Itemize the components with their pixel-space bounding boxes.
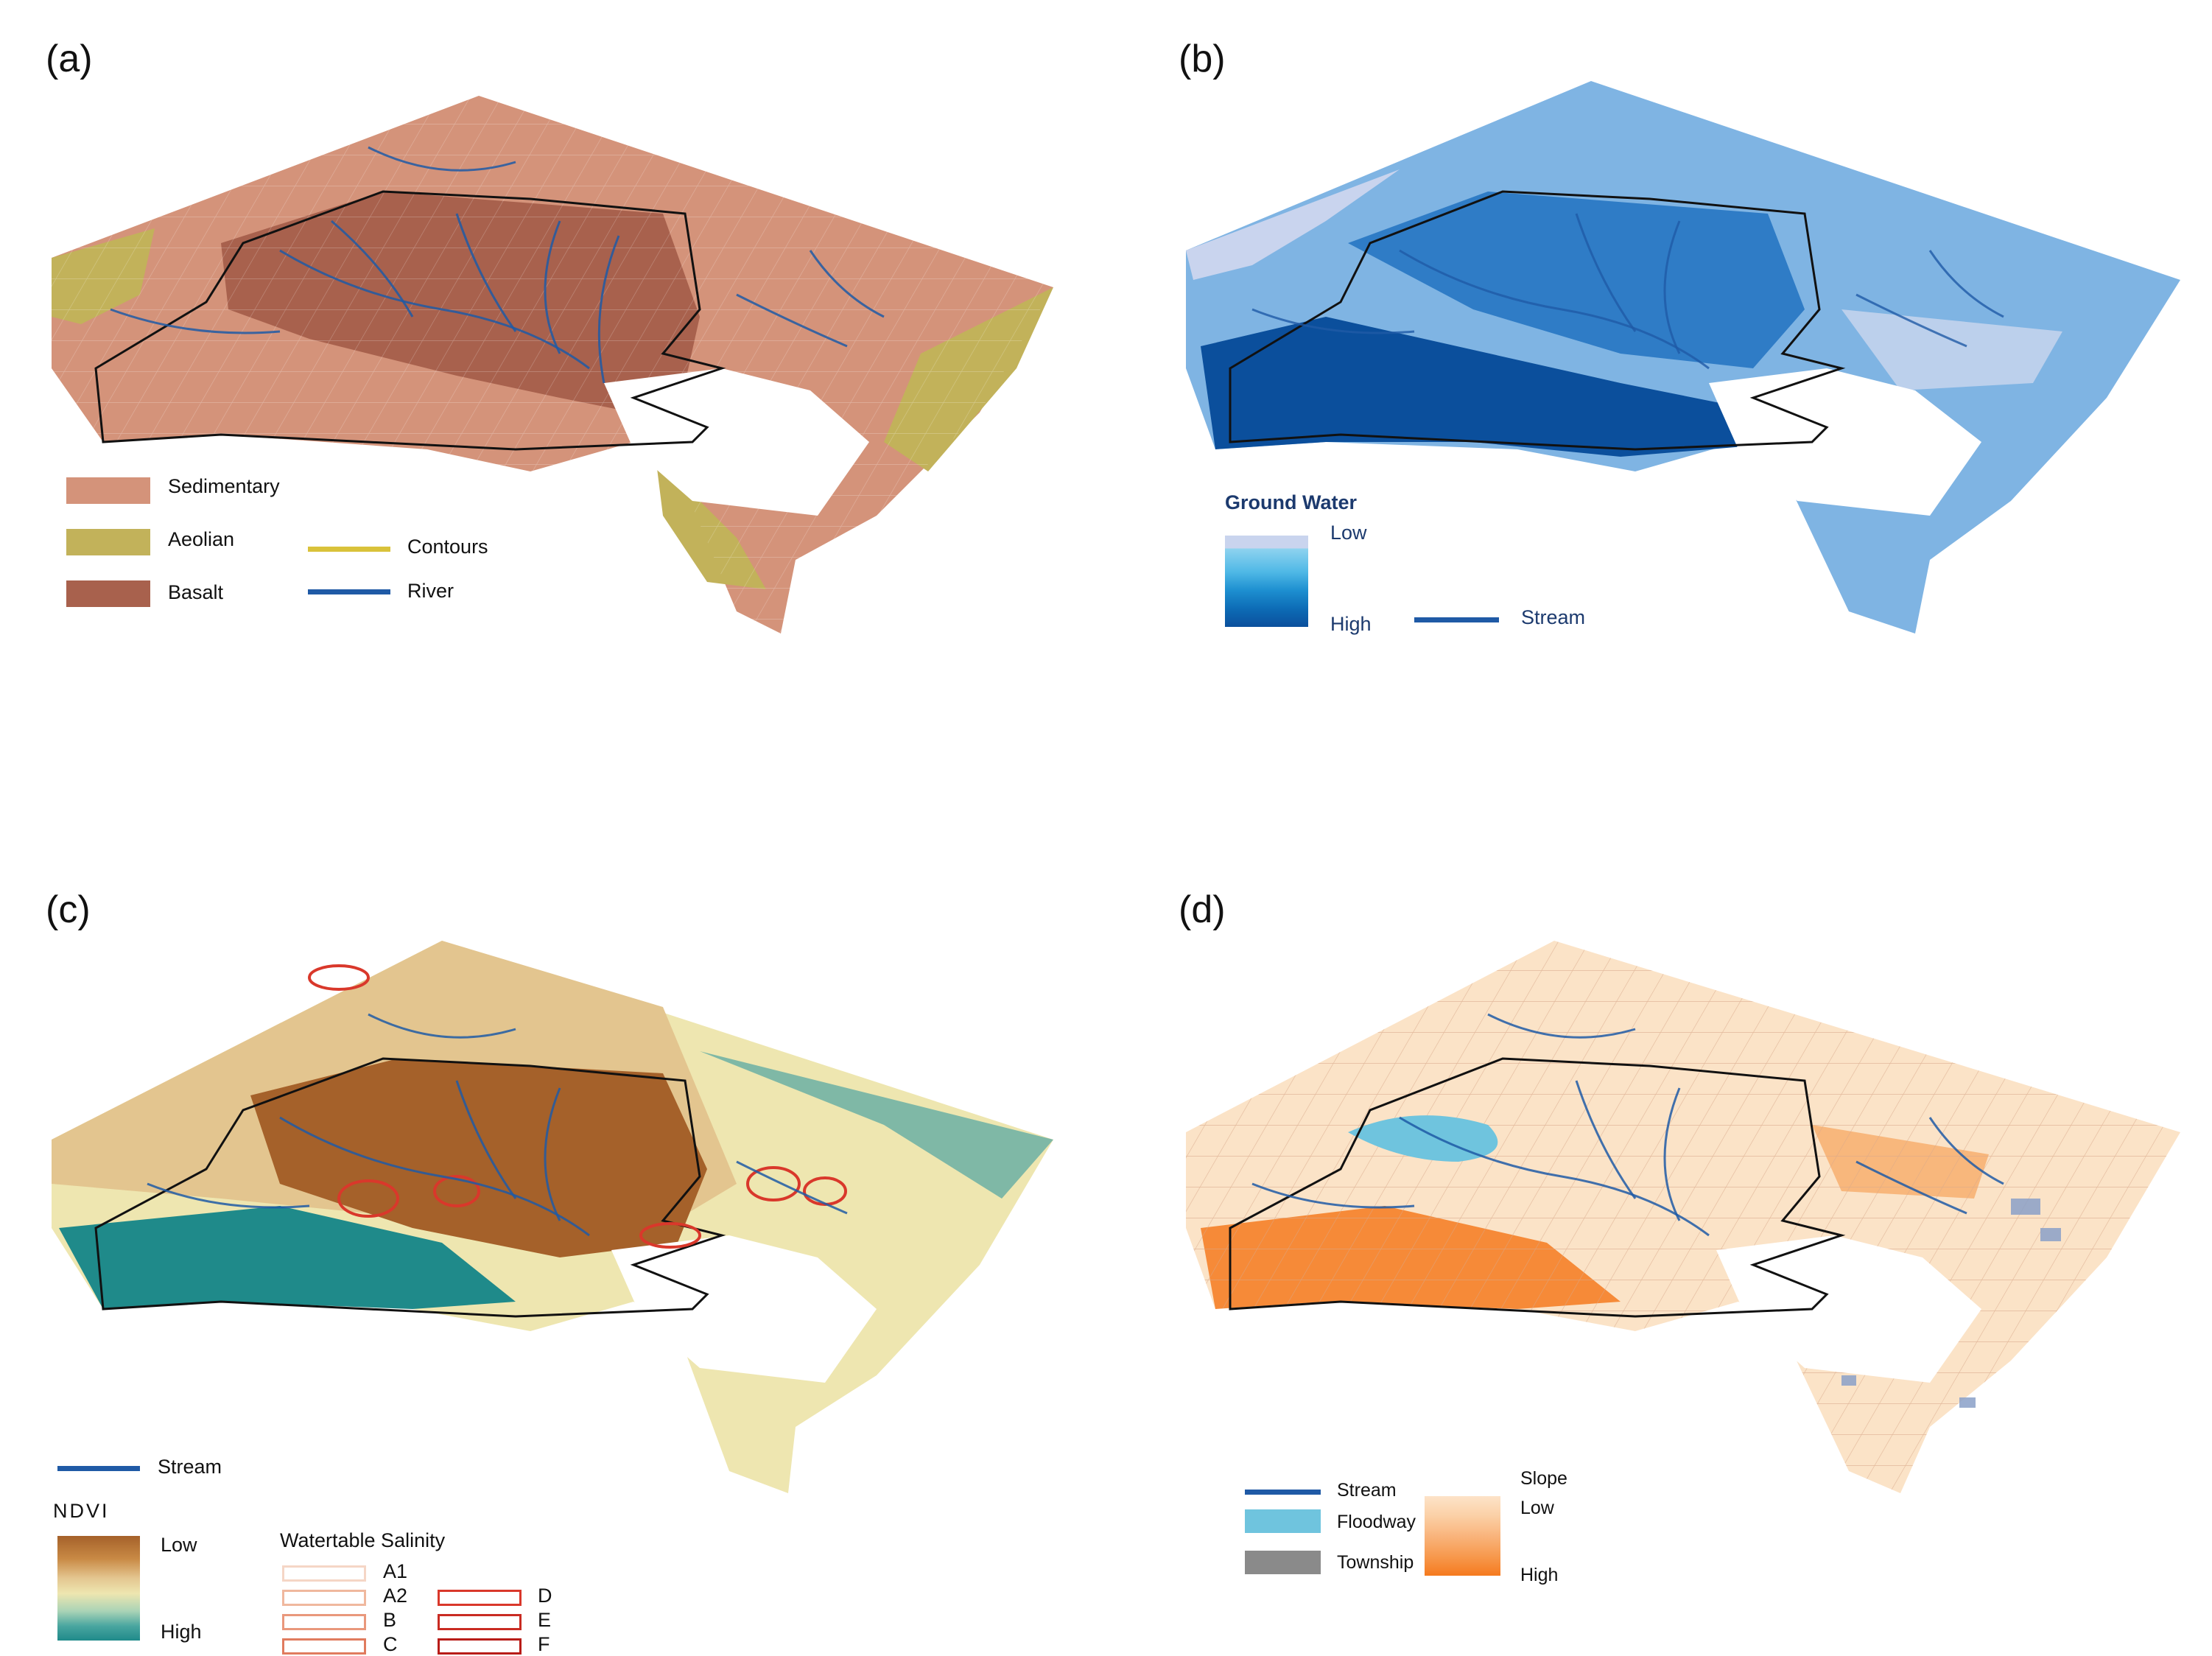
panel-b-groundwater-map: (b) Ground Water Low High Stream bbox=[1105, 0, 2210, 810]
region-high-west bbox=[59, 1206, 516, 1309]
bay-water bbox=[1709, 368, 1981, 516]
legend-label-aeolian: Aeolian bbox=[168, 528, 235, 550]
legend-label-salinity-a1: A1 bbox=[383, 1560, 408, 1582]
legend-gradient-ndvi bbox=[57, 1536, 140, 1641]
legend-gradient-slope bbox=[1425, 1496, 1500, 1576]
panel-label: (b) bbox=[1179, 38, 1226, 80]
ndvi-map bbox=[52, 941, 1053, 1493]
catchment-boundary bbox=[1229, 190, 1846, 451]
legend-line-river bbox=[308, 589, 390, 594]
legend-swatch-sedimentary bbox=[66, 477, 150, 504]
region-high bbox=[1201, 317, 1797, 457]
legend-label-contours: Contours bbox=[407, 536, 488, 558]
legend-title-slope: Slope bbox=[1520, 1468, 1567, 1489]
legend-swatch-aeolian bbox=[66, 529, 150, 555]
township-blocks bbox=[1841, 1199, 2061, 1408]
legend-label-high: High bbox=[1520, 1565, 1559, 1585]
region-low-east bbox=[1841, 309, 2062, 390]
legend-label-low: Low bbox=[1520, 1498, 1554, 1518]
river-network bbox=[110, 146, 885, 384]
legend-label-salinity-d: D bbox=[538, 1585, 552, 1607]
floodway-west bbox=[1348, 1115, 1498, 1162]
region-mid bbox=[1348, 192, 1805, 368]
legend-swatch-salinity-a2 bbox=[282, 1590, 366, 1606]
legend-line-stream bbox=[57, 1466, 140, 1471]
panel-label: (c) bbox=[46, 888, 91, 931]
groundwater-map bbox=[1186, 81, 2180, 634]
legend-swatch-salinity-a1 bbox=[282, 1565, 366, 1582]
legend-label-salinity-e: E bbox=[538, 1609, 552, 1631]
legend-label-stream: Stream bbox=[1337, 1480, 1397, 1501]
legend-title-ndvi: NDVI bbox=[53, 1500, 110, 1522]
legend-line-stream bbox=[1414, 617, 1499, 622]
legend-swatch-township bbox=[1245, 1551, 1321, 1574]
legend-label-salinity-f: F bbox=[538, 1633, 550, 1655]
stream-network bbox=[1251, 213, 2004, 370]
stream-network bbox=[1251, 1013, 2004, 1237]
legend-label-low: Low bbox=[1330, 522, 1367, 544]
catchment-boundary bbox=[94, 190, 726, 451]
legend-label-river: River bbox=[407, 580, 454, 602]
legend-label-high: High bbox=[161, 1621, 202, 1643]
region-low-core bbox=[250, 1059, 707, 1257]
catchment-boundary bbox=[1229, 1057, 1846, 1318]
stream-network bbox=[147, 1013, 848, 1237]
bay-water bbox=[611, 1235, 877, 1383]
legend-line-stream bbox=[1245, 1490, 1321, 1495]
legend-swatch-salinity-f bbox=[438, 1638, 522, 1655]
panel-d-slope-map: (d) Strea bbox=[1105, 815, 2210, 1626]
legend-swatch-salinity-d bbox=[438, 1590, 522, 1606]
panel-label: (a) bbox=[46, 38, 93, 80]
bay-water bbox=[1716, 1235, 1981, 1383]
legend-title-salinity: Watertable Salinity bbox=[280, 1529, 446, 1551]
legend-swatch-salinity-e bbox=[438, 1614, 522, 1630]
legend-label-salinity-c: C bbox=[383, 1633, 398, 1655]
legend-swatch-basalt bbox=[66, 580, 150, 607]
legend-swatch-salinity-b bbox=[282, 1614, 366, 1630]
legend-line-contours bbox=[308, 547, 390, 552]
legend-label-high: High bbox=[1330, 613, 1372, 635]
legend-swatch-salinity-c bbox=[282, 1638, 366, 1655]
panel-label: (d) bbox=[1179, 888, 1226, 931]
legend-swatch-floodway bbox=[1245, 1509, 1321, 1533]
legend-label-floodway: Floodway bbox=[1337, 1512, 1416, 1532]
legend-label-sedimentary: Sedimentary bbox=[168, 475, 280, 497]
legend-label-stream: Stream bbox=[158, 1456, 222, 1478]
legend-gradient-groundwater bbox=[1225, 536, 1308, 627]
panel-a-geology-map: (a) Sedimentary Aeoli bbox=[0, 0, 1105, 810]
legend-label-stream: Stream bbox=[1521, 606, 1586, 628]
legend-label-salinity-a2: A2 bbox=[383, 1585, 408, 1607]
bay-water bbox=[604, 368, 869, 516]
legend-label-low: Low bbox=[161, 1534, 197, 1556]
legend-title-groundwater: Ground Water bbox=[1225, 491, 1357, 513]
legend-label-township: Township bbox=[1337, 1552, 1414, 1573]
region-high-east bbox=[700, 1051, 1053, 1199]
legend-label-salinity-b: B bbox=[383, 1609, 397, 1631]
legend-label-basalt: Basalt bbox=[168, 581, 224, 603]
catchment-boundary bbox=[94, 1057, 726, 1318]
region-low bbox=[1186, 169, 1400, 280]
panel-c-ndvi-map: (c) Stream NDVI Low High bbox=[0, 815, 1105, 1655]
slope-map bbox=[1186, 941, 2180, 1493]
geology-map bbox=[52, 96, 1053, 634]
